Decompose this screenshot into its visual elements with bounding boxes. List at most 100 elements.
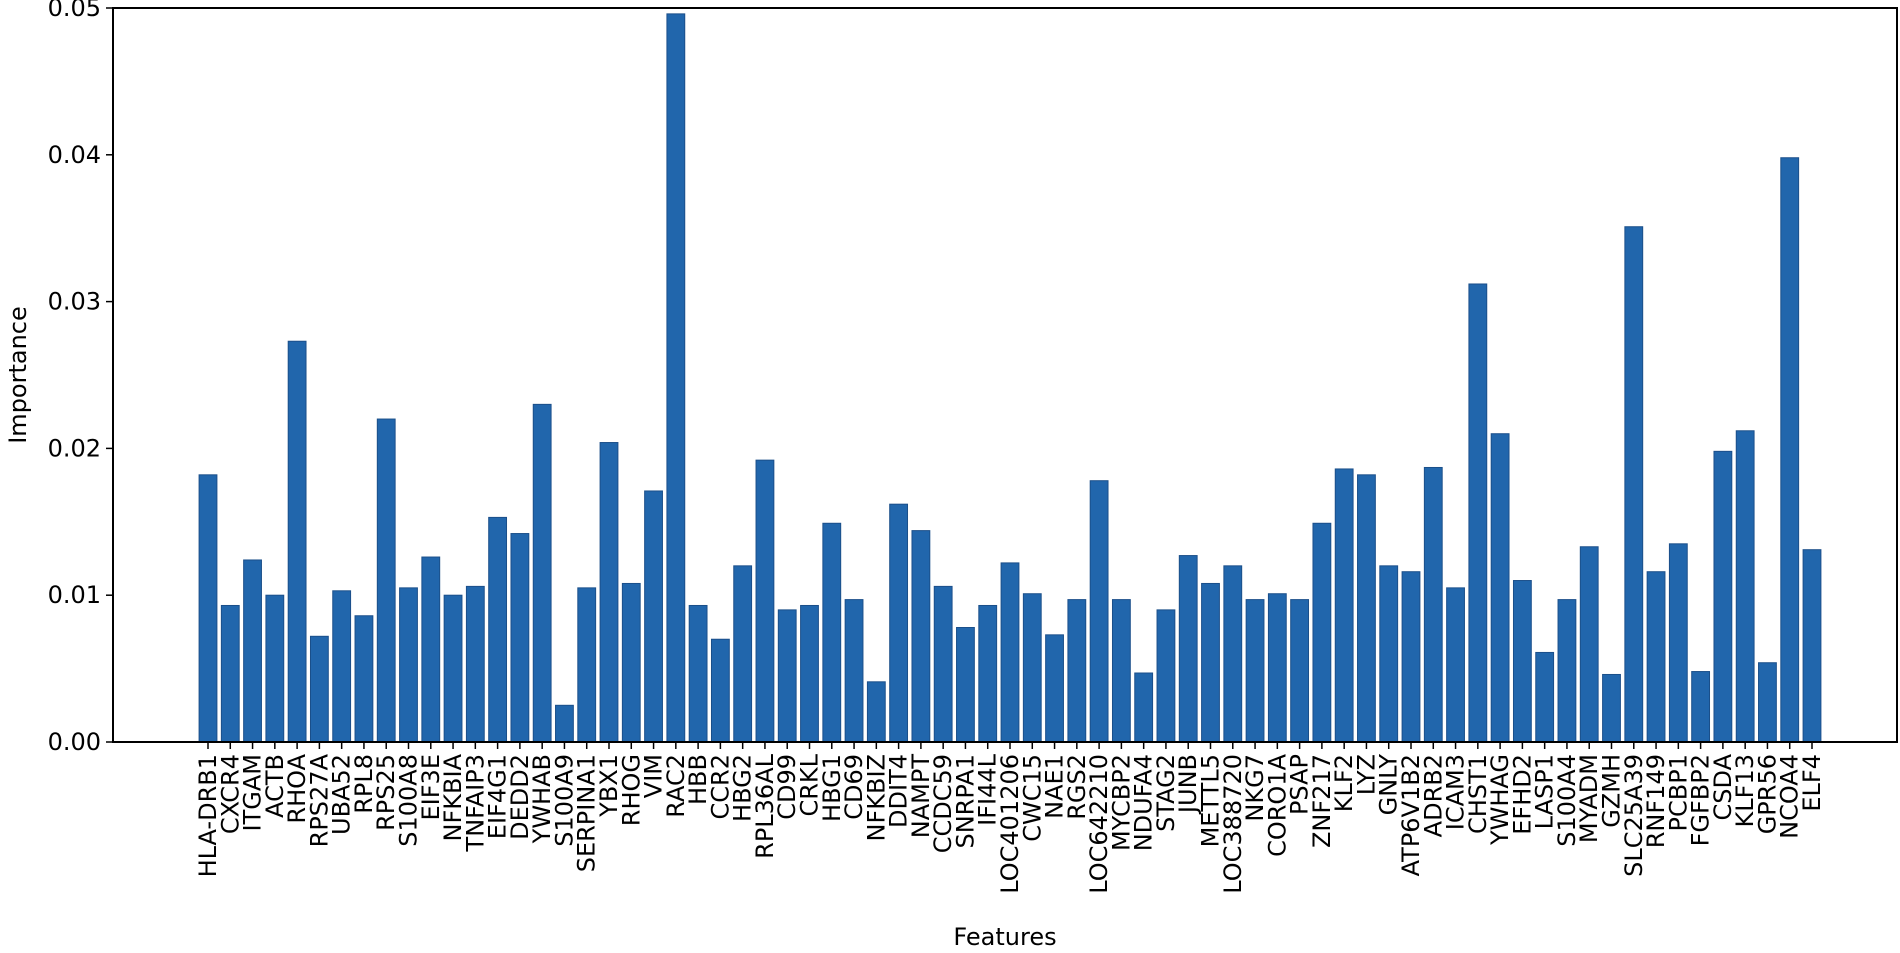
bar — [1000, 562, 1020, 743]
bar — [1334, 468, 1354, 743]
bar — [1557, 599, 1577, 743]
x-tick-label: RAC2 — [662, 754, 690, 818]
bar — [1490, 433, 1510, 743]
bar — [287, 340, 307, 743]
bar — [399, 587, 418, 743]
bar — [1802, 549, 1822, 743]
bar — [465, 585, 485, 743]
x-tick-label: RHOG — [617, 754, 645, 826]
bar — [777, 609, 797, 743]
bar — [1022, 593, 1042, 743]
x-tick-label: RPS27A — [305, 753, 333, 847]
bar — [1201, 582, 1220, 743]
bar — [1780, 157, 1800, 743]
y-axis-title: Importance — [4, 306, 32, 444]
x-tick-label: LOC401206 — [996, 754, 1024, 894]
bar — [956, 627, 975, 743]
x-tick-label: FGFBP2 — [1687, 754, 1715, 846]
bar — [1624, 226, 1644, 743]
bar — [1045, 634, 1064, 743]
x-tick-label: GZMH — [1598, 754, 1626, 828]
bar — [710, 638, 730, 743]
x-tick-label: CORO1A — [1263, 753, 1291, 856]
x-tick-label: HBG1 — [818, 754, 846, 822]
bar — [1111, 599, 1131, 743]
x-tick-label: NCOA4 — [1776, 754, 1804, 839]
x-tick-label: IFI44L — [974, 753, 1002, 826]
x-tick-label: GNLY — [1375, 754, 1403, 816]
bar — [1713, 450, 1733, 743]
bar — [1579, 546, 1599, 743]
bar — [1156, 609, 1176, 743]
bar — [866, 681, 886, 743]
bar — [1089, 480, 1109, 743]
x-tick-label: ADRB2 — [1419, 754, 1447, 837]
y-tick-label: 0.00 — [48, 728, 101, 756]
bar — [1468, 283, 1488, 743]
x-tick-label: ACTB — [261, 754, 289, 818]
x-tick-label: CRKL — [796, 753, 824, 816]
x-tick-label: LASP1 — [1531, 754, 1559, 829]
bar — [1668, 543, 1688, 743]
bar — [220, 604, 240, 743]
x-tick-label: SNRPA1 — [951, 754, 979, 849]
bar — [309, 635, 329, 743]
x-tick-label: NAE1 — [1041, 754, 1069, 819]
x-tick-label: ELF4 — [1798, 754, 1826, 812]
bar — [1067, 599, 1087, 743]
bar — [421, 556, 441, 743]
x-tick-label: S100A4 — [1553, 754, 1581, 847]
bar — [1134, 672, 1154, 743]
x-tick-label: PSAP — [1286, 754, 1314, 815]
bar — [844, 599, 864, 743]
x-tick-label: HBB — [684, 754, 712, 805]
x-tick-label: NFKBIA — [439, 753, 467, 841]
x-tick-label: NKG7 — [1241, 754, 1269, 822]
bar — [911, 530, 931, 743]
bar — [822, 522, 842, 743]
x-tick-label: LOC642210 — [1085, 754, 1113, 894]
bar — [243, 559, 262, 743]
x-tick-label: LOC388720 — [1219, 754, 1247, 894]
x-tick-label: RPS25 — [372, 754, 400, 831]
x-tick-label: PCBP1 — [1664, 754, 1692, 831]
plot-frame — [112, 7, 1898, 743]
bar — [1691, 671, 1711, 743]
bar — [354, 615, 374, 743]
bar — [1401, 571, 1421, 743]
x-tick-label: CCR2 — [706, 754, 734, 819]
bar — [1535, 651, 1555, 743]
x-tick-label: RHOA — [283, 753, 311, 823]
bar — [933, 585, 953, 743]
x-tick-label: ATP6V1B2 — [1397, 754, 1425, 876]
x-tick-label: DEDD2 — [506, 754, 534, 840]
x-tick-label: GPR56 — [1753, 754, 1781, 834]
x-tick-label: KLF2 — [1330, 754, 1358, 812]
bar — [1245, 599, 1265, 743]
x-tick-label: S100A9 — [550, 754, 578, 847]
x-tick-label: DDIT4 — [885, 754, 913, 828]
y-tick-label: 0.01 — [48, 581, 101, 609]
x-tick-label: YBX1 — [595, 754, 623, 818]
bars-layer — [198, 13, 1822, 743]
bar — [755, 459, 775, 743]
x-tick-label: CXCR4 — [216, 754, 244, 834]
bar — [265, 594, 285, 743]
x-tick-label: MYCBP2 — [1107, 754, 1135, 851]
bar — [666, 13, 686, 743]
bar — [621, 582, 641, 743]
x-tick-label: EIF4G1 — [484, 754, 512, 839]
bar — [1446, 587, 1465, 743]
bar — [1267, 593, 1287, 743]
x-tick-label: CCDC59 — [929, 754, 957, 853]
bar — [1290, 599, 1310, 743]
bar — [443, 594, 463, 743]
x-axis-title: Features — [953, 923, 1056, 951]
bar — [488, 516, 508, 743]
bar — [1423, 466, 1443, 743]
x-tick-label: EIF3E — [417, 754, 445, 820]
x-tick-label: TNFAIP3 — [461, 754, 489, 852]
x-axis: HLA-DRB1CXCR4ITGAMACTBRHOARPS27AUBA52RPL… — [194, 742, 1826, 894]
